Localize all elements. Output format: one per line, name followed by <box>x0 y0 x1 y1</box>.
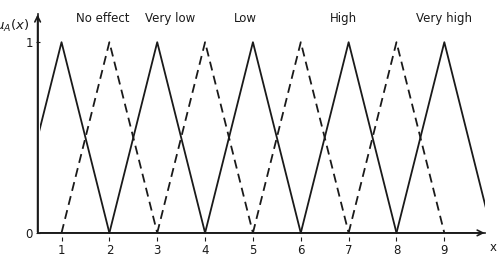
Text: No effect: No effect <box>76 12 130 25</box>
Text: Very high: Very high <box>416 12 472 25</box>
Text: x: x <box>490 241 497 254</box>
Text: Low: Low <box>234 12 257 25</box>
Text: $\mu_{A}(x)$: $\mu_{A}(x)$ <box>0 17 30 34</box>
Text: High: High <box>330 12 356 25</box>
Text: Very low: Very low <box>146 12 196 25</box>
